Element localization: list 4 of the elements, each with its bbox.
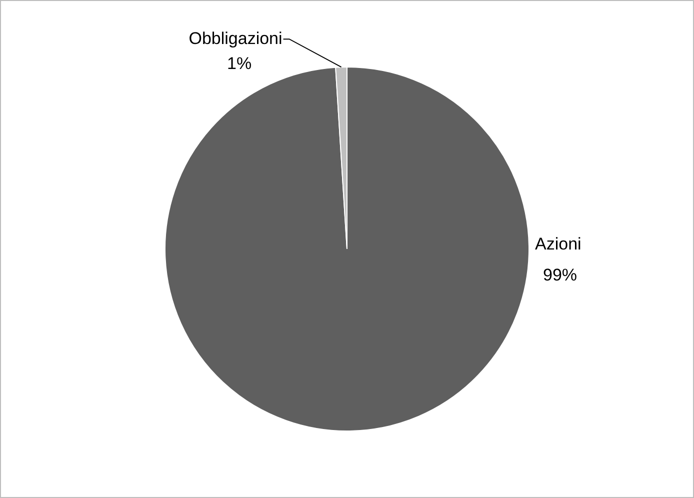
data-label: 1% — [226, 54, 252, 73]
data-label: 99% — [542, 266, 578, 285]
slice-label: Azioni — [535, 234, 582, 254]
slice-label: Obbligazioni — [188, 28, 282, 48]
